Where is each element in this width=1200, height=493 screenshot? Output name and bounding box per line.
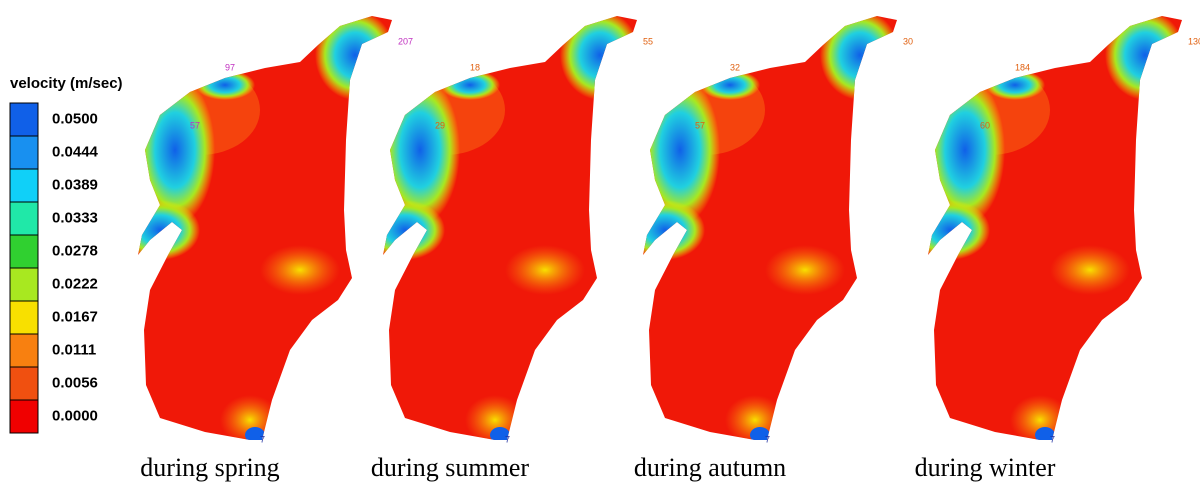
inflow-label: 32 <box>730 62 740 72</box>
legend-swatch <box>10 400 38 433</box>
velocity-map <box>625 10 900 445</box>
legend-label: 0.0167 <box>52 308 98 325</box>
legend-label: 0.0389 <box>52 176 98 193</box>
inflow-label: 55 <box>643 36 653 46</box>
velocity-map <box>120 10 395 445</box>
legend-swatch <box>10 235 38 268</box>
legend-swatch <box>10 103 38 136</box>
panel-caption: during winter <box>915 453 1056 482</box>
inflow-label: 60 <box>980 120 990 130</box>
legend-swatch <box>10 367 38 400</box>
legend-swatch <box>10 202 38 235</box>
inflow-label: 30 <box>903 36 913 46</box>
inflow-label: 207 <box>398 36 413 46</box>
inflow-label: 7 <box>505 434 510 444</box>
velocity-map <box>910 10 1185 445</box>
figure: velocity (m/sec) 0.0500 0.0444 0.0389 0.033… <box>0 0 1200 493</box>
legend-swatch <box>10 136 38 169</box>
panel-caption: during spring <box>140 453 279 482</box>
inflow-label: 7 <box>260 434 265 444</box>
legend-swatch <box>10 301 38 334</box>
legend-swatch <box>10 169 38 202</box>
legend-label: 0.0278 <box>52 242 98 259</box>
legend-swatch <box>10 268 38 301</box>
legend-label: 0.0000 <box>52 407 98 424</box>
legend-label: 0.0111 <box>52 341 96 358</box>
inflow-label: 7 <box>765 434 770 444</box>
legend-swatch <box>10 334 38 367</box>
legend-title: velocity (m/sec) <box>10 75 123 92</box>
inflow-label: 57 <box>190 120 200 130</box>
inflow-label: 97 <box>225 62 235 72</box>
inflow-label: 184 <box>1015 62 1030 72</box>
legend-label: 0.0500 <box>52 110 98 127</box>
legend-label: 0.0444 <box>52 143 99 160</box>
inflow-label: 130 <box>1188 36 1200 46</box>
panel-caption: during autumn <box>634 453 786 482</box>
panel-caption: during summer <box>371 453 529 482</box>
velocity-map <box>365 10 640 445</box>
legend-label: 0.0333 <box>52 209 98 226</box>
legend-label: 0.0222 <box>52 275 98 292</box>
inflow-label: 29 <box>435 120 445 130</box>
inflow-label: 7 <box>1050 434 1055 444</box>
inflow-label: 18 <box>470 62 480 72</box>
figure-canvas: velocity (m/sec) 0.0500 0.0444 0.0389 0.033… <box>0 0 1200 493</box>
legend-label: 0.0056 <box>52 374 98 391</box>
inflow-label: 57 <box>695 120 705 130</box>
